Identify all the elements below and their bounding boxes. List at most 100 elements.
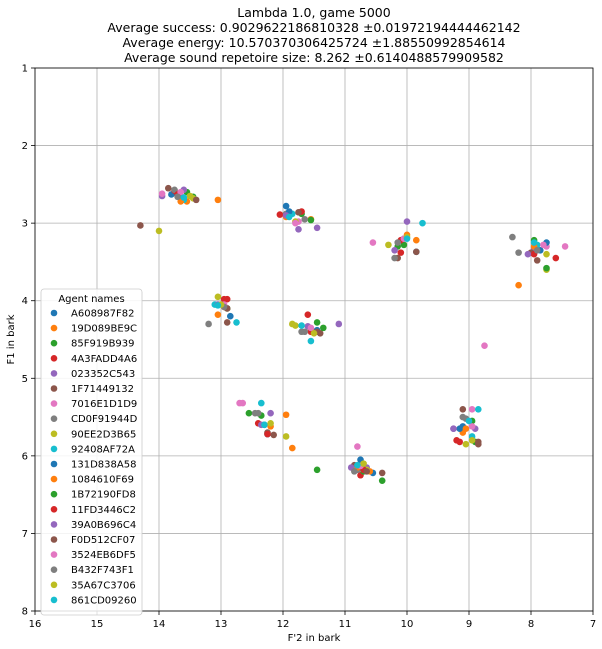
point-7016E1D1D9-5	[369, 239, 377, 246]
point-CD0F91944D-8	[515, 249, 522, 256]
point-023352C543-4	[267, 409, 274, 417]
point-92408AF72A-4	[307, 337, 315, 345]
title-line-4: Average sound repetoire size: 8.262 ±0.6…	[124, 50, 504, 65]
point-3524EB6DF5-3	[307, 324, 315, 332]
point-CD0F91944D-7	[509, 233, 516, 241]
point-1F71449132-9	[378, 469, 386, 477]
legend-marker-19D089BE9C	[50, 324, 58, 332]
point-4A3FADD4A6-1	[276, 211, 284, 218]
point-1084610F69-8	[462, 425, 470, 433]
point-B432F743F1-1	[301, 215, 309, 223]
legend-marker-11FD3446C2	[50, 506, 58, 513]
legend-entry-19D089BE9C: 19D089BE9C	[71, 324, 137, 335]
point-023352C543-2	[313, 224, 321, 232]
legend-entry-92408AF72A: 92408AF72A	[71, 444, 135, 455]
point-F0D512CF07-8	[475, 438, 482, 446]
point-7016E1D1D9-4	[481, 342, 488, 350]
point-11FD3446C2-8	[456, 438, 464, 446]
point-19D089BE9C-4	[289, 444, 296, 452]
legend-marker-B432F743F1	[50, 566, 58, 573]
legend-marker-4A3FADD4A6	[50, 355, 58, 362]
y-tick-label: 5	[22, 374, 28, 385]
point-39A0B696C4-8	[450, 425, 457, 433]
point-35A67C3706-4	[267, 419, 274, 427]
point-3524EB6DF5-7	[540, 241, 547, 249]
legend-entry-3524EB6DF5: 3524EB6DF5	[71, 550, 136, 561]
point-3524EB6DF5-8	[468, 423, 476, 430]
point-861CD09260-0	[180, 194, 188, 201]
legend-marker-F0D512CF07	[50, 536, 58, 543]
point-CD0F91944D-0	[171, 186, 178, 194]
point-90EE2D3B65-9	[462, 440, 470, 448]
point-39A0B696C4-6	[391, 246, 398, 254]
point-85F919B939-6	[400, 241, 408, 249]
legend-entry-1084610F69: 1084610F69	[71, 475, 134, 486]
legend-entry-39A0B696C4: 39A0B696C4	[71, 520, 136, 531]
point-1F71449132-0	[137, 222, 144, 229]
legend-entry-CD0F91944D: CD0F91944D	[71, 414, 138, 425]
title-line-3: Average energy: 10.570370306425724 ±1.88…	[122, 35, 505, 50]
legend-marker-1084610F69	[50, 475, 58, 483]
legend-entry-A608987F82: A608987F82	[71, 309, 135, 320]
y-tick-label: 8	[22, 607, 28, 618]
point-4A3FADD4A6-2	[304, 311, 312, 318]
point-023352C543-6	[403, 218, 411, 225]
point-B432F743F1-6	[394, 239, 402, 246]
point-CD0F91944D-2	[205, 320, 212, 328]
point-861CD09260-2	[214, 302, 222, 309]
point-11FD3446C2-4	[264, 430, 271, 438]
y-tick-label: 6	[22, 451, 28, 462]
legend-entry-F0D512CF07: F0D512CF07	[71, 535, 135, 546]
point-A608987F82-1	[282, 202, 290, 210]
point-1F71449132-10	[459, 406, 467, 413]
legend-entry-35A67C3706: 35A67C3706	[71, 580, 136, 591]
point-7016E1D1D9-8	[468, 406, 476, 413]
y-tick-label: 4	[22, 296, 28, 307]
y-tick-label: 3	[22, 219, 28, 230]
point-023352C543-3	[335, 320, 343, 328]
point-19D089BE9C-7	[413, 236, 420, 244]
x-tick-label: 9	[466, 619, 472, 630]
point-1B72190FD8-3	[320, 324, 327, 332]
point-B432F743F1-7	[533, 246, 541, 254]
point-92408AF72A-9	[475, 406, 482, 413]
point-35A67C3706-3	[310, 329, 318, 337]
y-tick-label: 7	[22, 529, 28, 540]
point-4A3FADD4A6-7	[552, 254, 560, 262]
legend-marker-3524EB6DF5	[50, 551, 58, 558]
point-39A0B696C4-7	[524, 250, 532, 258]
point-85F919B939-4	[313, 466, 321, 474]
point-85F919B939-1	[307, 216, 315, 224]
point-35A67C3706-8	[468, 437, 476, 444]
x-axis-ticks: 16 15 14 13 12 11 10 9 8 7	[29, 611, 596, 630]
point-F0D512CF07-4	[270, 431, 278, 439]
point-4A3FADD4A6-6	[397, 249, 405, 256]
point-CD0F91944D-6	[391, 254, 398, 262]
point-F0D512CF07-5	[363, 468, 371, 475]
legend-entry-1B72190FD8: 1B72190FD8	[71, 490, 136, 501]
point-19D089BE9C-1	[214, 196, 222, 204]
legend-marker-92408AF72A	[50, 445, 58, 453]
point-90EE2D3B65-3	[214, 293, 222, 301]
x-tick-label: 8	[528, 619, 534, 630]
legend-marker-1F71449132	[50, 385, 58, 392]
x-tick-label: 16	[29, 619, 42, 630]
legend-entry-1F71449132: 1F71449132	[71, 384, 134, 395]
point-F0D512CF07-6	[413, 248, 420, 256]
point-90EE2D3B65-5	[282, 433, 290, 440]
x-tick-label: 15	[91, 619, 104, 630]
point-861CD09260-6	[403, 235, 411, 242]
legend-marker-90EE2D3B65	[50, 430, 58, 438]
point-3524EB6DF5-1	[292, 219, 299, 227]
point-861CD09260-8	[465, 417, 473, 425]
point-3524EB6DF5-4	[239, 399, 246, 407]
point-861CD09260-1	[285, 213, 293, 221]
legend-entry-11FD3446C2: 11FD3446C2	[71, 505, 136, 516]
point-1F71449132-2	[223, 319, 231, 326]
point-35A67C3706-1	[292, 322, 299, 329]
legend-marker-7016E1D1D9	[50, 400, 58, 407]
point-861CD09260-7	[530, 239, 538, 246]
point-F0D512CF07-7	[533, 257, 541, 264]
point-92408AF72A-5	[258, 399, 265, 407]
